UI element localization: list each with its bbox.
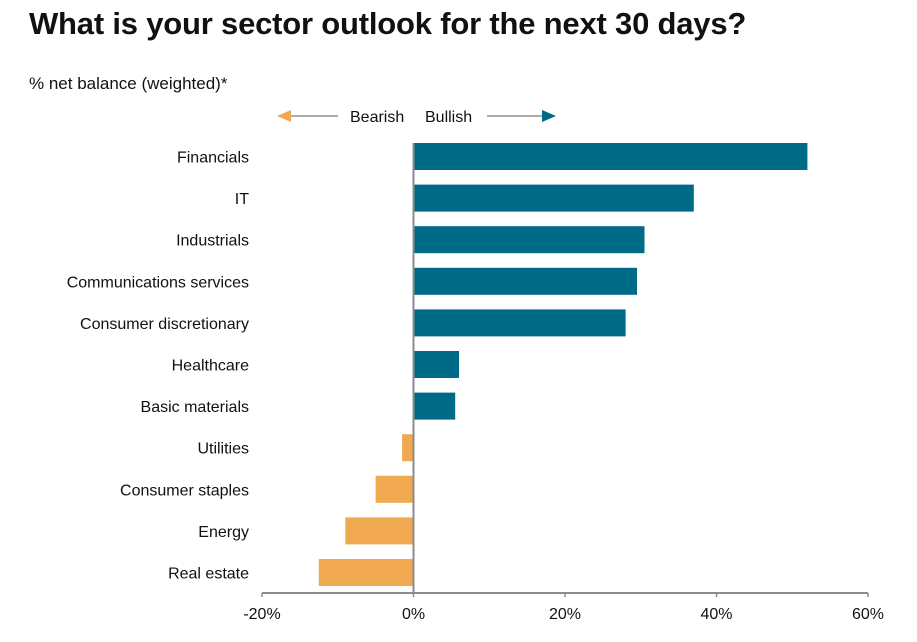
category-label-communications-services: Communications services — [67, 274, 249, 291]
bullish-arrow-head — [542, 110, 556, 122]
bar-financials — [413, 143, 808, 170]
category-label-real-estate: Real estate — [168, 566, 249, 583]
bar-consumer-discretionary — [413, 309, 626, 337]
axes: -20% 0% 20% 40% 60% — [243, 143, 884, 623]
x-tick-label: 20% — [549, 606, 581, 623]
bars-group — [318, 143, 808, 586]
category-label-industrials: Industrials — [176, 233, 249, 250]
bar-basic-materials — [413, 392, 456, 420]
category-label-energy: Energy — [198, 524, 249, 541]
bar-healthcare — [413, 351, 459, 378]
category-labels: Financials IT Industrials Communications se… — [67, 150, 250, 583]
bar-it — [413, 184, 694, 212]
category-label-consumer-staples: Consumer staples — [120, 482, 249, 499]
legend: Bearish Bullish — [277, 109, 556, 126]
chart-title: What is your sector outlook for the next… — [29, 6, 747, 41]
x-tick-label: 40% — [700, 606, 732, 623]
bar-consumer-staples — [375, 475, 414, 503]
x-tick-label: -20% — [243, 606, 280, 623]
category-label-consumer-discretionary: Consumer discretionary — [80, 316, 249, 333]
category-label-financials: Financials — [177, 150, 249, 167]
x-tick-label: 0% — [402, 606, 425, 623]
legend-bearish-label: Bearish — [350, 109, 404, 126]
category-label-it: IT — [235, 191, 249, 208]
chart-subtitle: % net balance (weighted)* — [29, 74, 228, 93]
bar-industrials — [413, 226, 645, 254]
bearish-arrow-head — [277, 110, 291, 122]
category-label-utilities: Utilities — [197, 441, 249, 458]
bar-utilities — [402, 434, 414, 462]
x-tick-label: 60% — [852, 606, 884, 623]
bar-energy — [345, 517, 414, 545]
bar-real-estate — [318, 559, 414, 586]
category-label-basic-materials: Basic materials — [141, 399, 249, 416]
legend-bullish-label: Bullish — [425, 109, 472, 126]
category-label-healthcare: Healthcare — [172, 358, 249, 375]
bar-communications-services — [413, 267, 637, 295]
